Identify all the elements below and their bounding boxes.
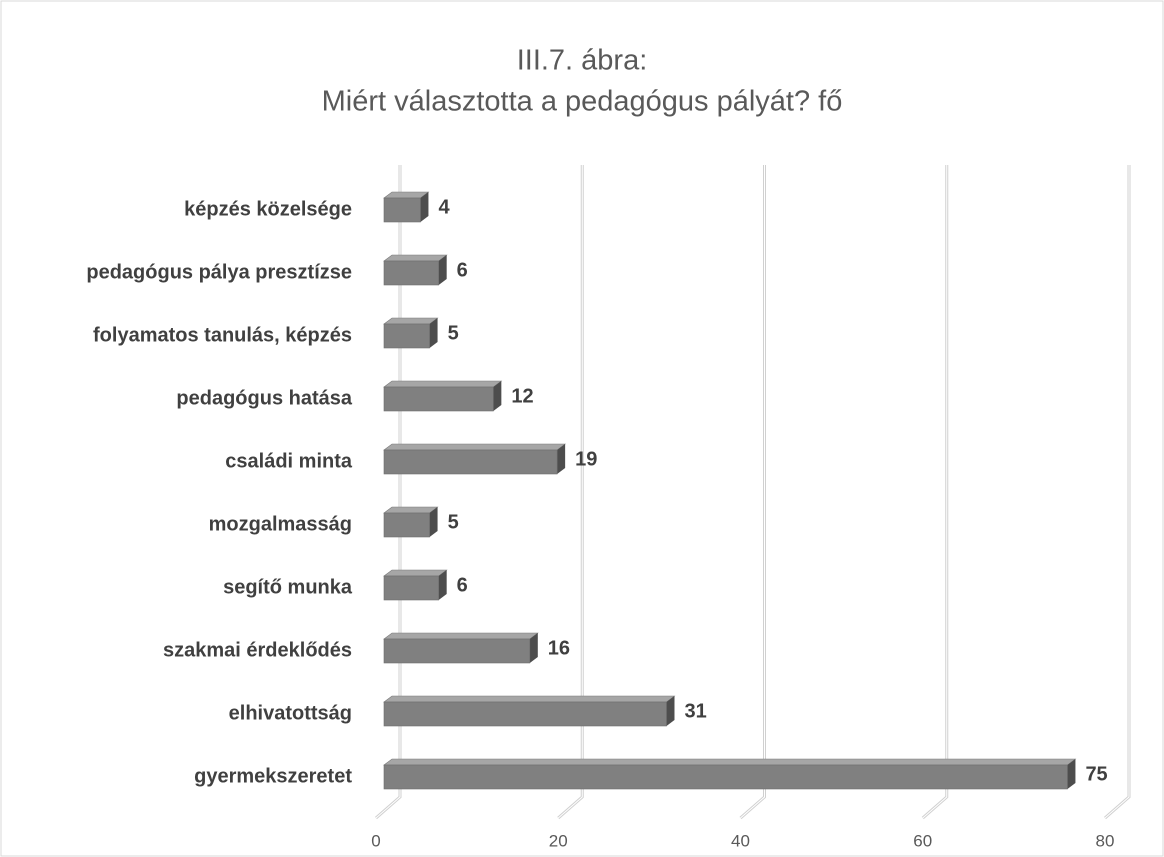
data-label: 5 (448, 511, 459, 533)
data-label: 31 (684, 700, 706, 722)
bar-top (383, 569, 448, 577)
data-label: 16 (548, 637, 570, 659)
y-tick-label: folyamatos tanulás, képzés (93, 324, 352, 346)
bar-side (420, 192, 429, 222)
data-label: 75 (1085, 763, 1107, 785)
grid-line (740, 165, 765, 819)
data-label: 6 (457, 574, 468, 596)
data-label: 5 (448, 322, 459, 344)
data-label: 6 (457, 259, 468, 281)
bar-side (493, 381, 502, 411)
x-tick-label: 40 (731, 831, 750, 850)
y-tick-label: pedagógus pálya presztízse (86, 261, 352, 283)
bar (383, 197, 421, 223)
y-tick-label: képzés közelsége (184, 198, 352, 220)
y-tick-label: szakmai érdeklődés (163, 639, 352, 661)
bar (383, 701, 667, 727)
bar-top (383, 443, 567, 451)
bar (383, 575, 439, 601)
bar (383, 260, 439, 286)
data-label: 19 (575, 448, 597, 470)
bar (383, 638, 531, 664)
y-tick-label: segítő munka (223, 576, 353, 598)
data-label: 12 (511, 385, 533, 407)
x-tick-label: 20 (549, 831, 568, 850)
bar (383, 386, 494, 412)
x-tick-label: 60 (913, 831, 932, 850)
bar-side (557, 444, 566, 474)
bar-top (383, 632, 539, 640)
data-label: 4 (438, 196, 450, 218)
bar (383, 449, 558, 475)
bar (383, 323, 430, 349)
chart-title: Miért választotta a pedagógus pályát? fő (322, 86, 843, 118)
bar-top (383, 506, 439, 514)
bar-side (438, 570, 447, 600)
grid-line (1104, 165, 1130, 819)
bar-side (429, 507, 438, 537)
y-tick-label: elhivatottság (229, 702, 352, 724)
bar-top (383, 695, 676, 703)
bar-side (438, 255, 447, 285)
chart-title: III.7. ábra: (517, 45, 648, 77)
bar-top (383, 254, 448, 262)
y-tick-label: pedagógus hatása (176, 387, 352, 409)
bar-top (383, 758, 1077, 766)
x-tick-label: 80 (1096, 831, 1115, 850)
bar (383, 512, 430, 538)
grid-line (922, 165, 948, 819)
y-tick-label: gyermekszeretet (194, 765, 352, 787)
bar-side (1067, 759, 1076, 789)
bar (383, 764, 1068, 790)
bar-top (383, 380, 503, 388)
grid-line (375, 165, 401, 819)
grid-line (557, 165, 583, 819)
y-tick-label: családi minta (225, 450, 353, 472)
bar-side (529, 633, 538, 663)
bar-top (383, 317, 439, 325)
x-tick-label: 0 (371, 831, 380, 850)
y-tick-label: mozgalmasság (209, 513, 352, 535)
bar-side (429, 318, 438, 348)
bar-side (666, 696, 675, 726)
